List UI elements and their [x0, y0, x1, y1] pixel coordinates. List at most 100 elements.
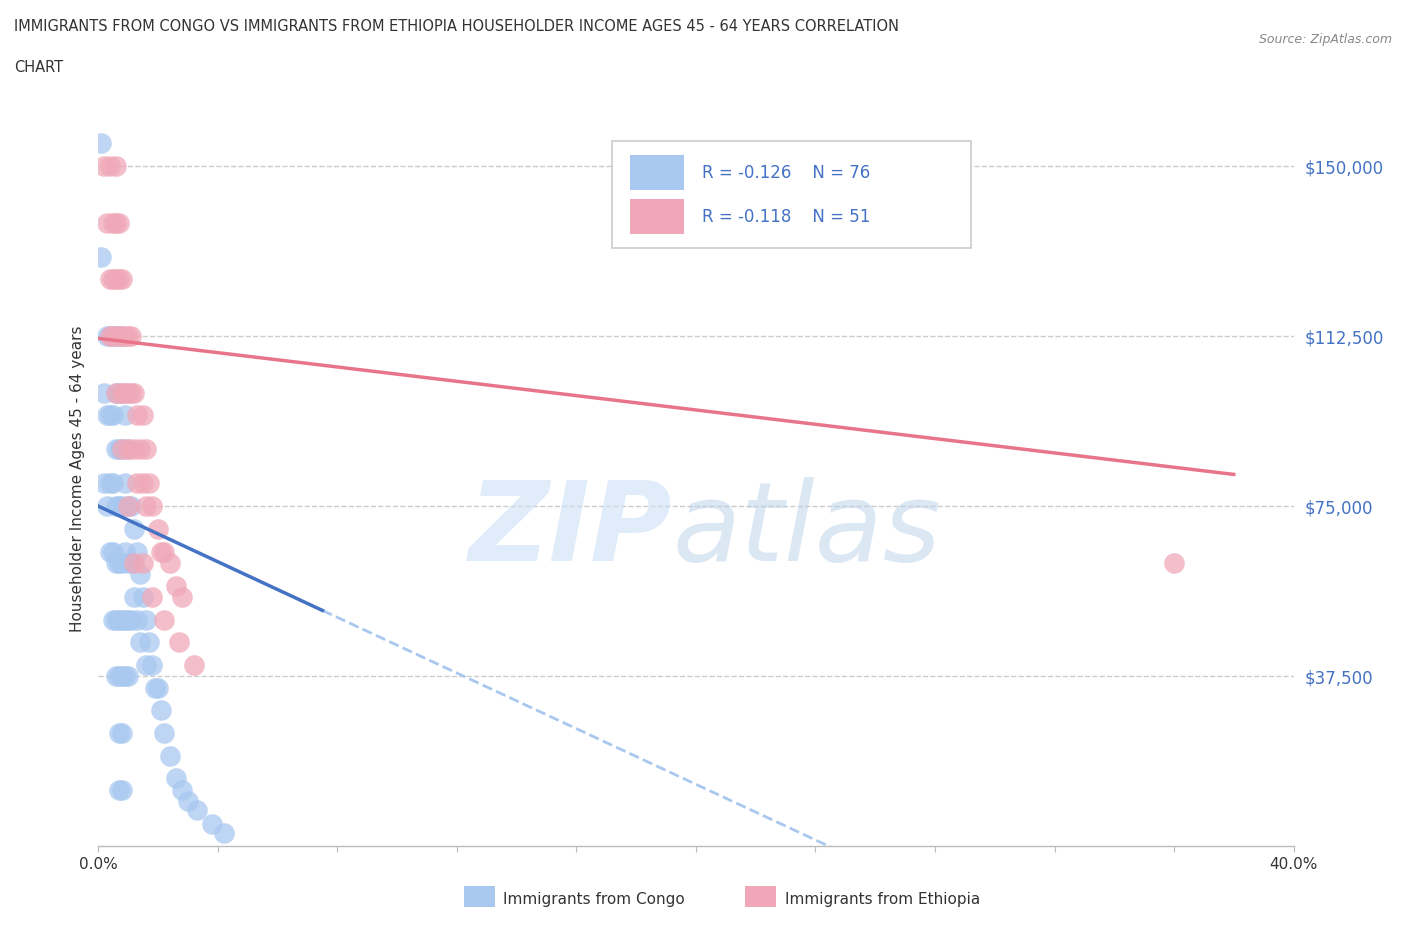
Point [93, 476, 115, 491]
Bar [630, 155, 685, 191]
Point [117, 328, 139, 343]
Point [129, 635, 152, 650]
Point [172, 782, 194, 797]
Point [105, 215, 128, 230]
Point [150, 703, 173, 718]
Point [150, 544, 173, 559]
Point [111, 328, 134, 343]
Point [183, 658, 205, 672]
Point [186, 803, 208, 817]
Point [98, 328, 122, 343]
Point [90, 249, 112, 264]
Point [153, 544, 176, 559]
Point [98, 159, 122, 174]
Point [117, 442, 139, 457]
Point [111, 782, 134, 797]
Point [127, 476, 149, 491]
Point [172, 590, 194, 604]
Point [117, 442, 139, 457]
Point [98, 272, 122, 286]
Point [141, 498, 163, 513]
Point [108, 555, 131, 570]
Text: CHART: CHART [14, 60, 63, 75]
Point [96, 328, 118, 343]
Point [105, 385, 128, 400]
Y-axis label: Householder Income Ages 45 - 64 years: Householder Income Ages 45 - 64 years [69, 326, 84, 632]
Point [120, 328, 142, 343]
Point [108, 442, 131, 457]
Point [114, 328, 136, 343]
Text: R = -0.126    N = 76: R = -0.126 N = 76 [702, 164, 870, 181]
Point [129, 566, 152, 581]
Point [148, 522, 170, 537]
Point [153, 725, 176, 740]
Point [129, 442, 152, 457]
Point [141, 590, 163, 604]
Point [177, 793, 200, 808]
Point [111, 328, 134, 343]
Point [135, 442, 157, 457]
Point [108, 782, 131, 797]
Point [105, 442, 128, 457]
Point [114, 669, 136, 684]
Point [135, 658, 157, 672]
Point [111, 442, 134, 457]
Point [108, 328, 131, 343]
Point [108, 669, 131, 684]
Point [111, 385, 134, 400]
Point [108, 215, 131, 230]
Point [212, 825, 235, 840]
Point [114, 476, 136, 491]
Point [1163, 555, 1185, 570]
Point [108, 272, 131, 286]
Point [98, 544, 122, 559]
Point [105, 498, 128, 513]
Point [124, 555, 146, 570]
Point [105, 328, 128, 343]
Point [90, 136, 112, 151]
Point [138, 476, 160, 491]
Point [165, 771, 187, 786]
Point [98, 408, 122, 423]
Point [159, 748, 181, 763]
Text: IMMIGRANTS FROM CONGO VS IMMIGRANTS FROM ETHIOPIA HOUSEHOLDER INCOME AGES 45 - 6: IMMIGRANTS FROM CONGO VS IMMIGRANTS FROM… [14, 19, 898, 33]
Point [93, 385, 115, 400]
Point [114, 612, 136, 627]
Point [117, 498, 139, 513]
Point [153, 612, 176, 627]
Point [143, 680, 166, 695]
Point [96, 408, 118, 423]
Point [132, 476, 155, 491]
Point [127, 408, 149, 423]
Point [108, 328, 131, 343]
Point [98, 476, 122, 491]
Text: atlas: atlas [672, 477, 941, 584]
Point [127, 612, 149, 627]
Point [201, 817, 224, 831]
Point [108, 498, 131, 513]
Text: Source: ZipAtlas.com: Source: ZipAtlas.com [1258, 33, 1392, 46]
Point [120, 385, 142, 400]
Point [148, 680, 170, 695]
Point [159, 555, 181, 570]
Point [114, 408, 136, 423]
Point [111, 725, 134, 740]
Point [111, 442, 134, 457]
Point [96, 215, 118, 230]
Point [117, 385, 139, 400]
Point [111, 612, 134, 627]
Point [103, 612, 125, 627]
Point [103, 476, 125, 491]
Point [120, 498, 142, 513]
Text: Immigrants from Ethiopia: Immigrants from Ethiopia [785, 892, 980, 907]
Text: Immigrants from Congo: Immigrants from Congo [503, 892, 685, 907]
Point [98, 328, 122, 343]
Point [105, 669, 128, 684]
Point [105, 272, 128, 286]
Point [105, 159, 128, 174]
Point [138, 635, 160, 650]
Point [93, 159, 115, 174]
Point [117, 669, 139, 684]
Point [141, 658, 163, 672]
Point [103, 328, 125, 343]
